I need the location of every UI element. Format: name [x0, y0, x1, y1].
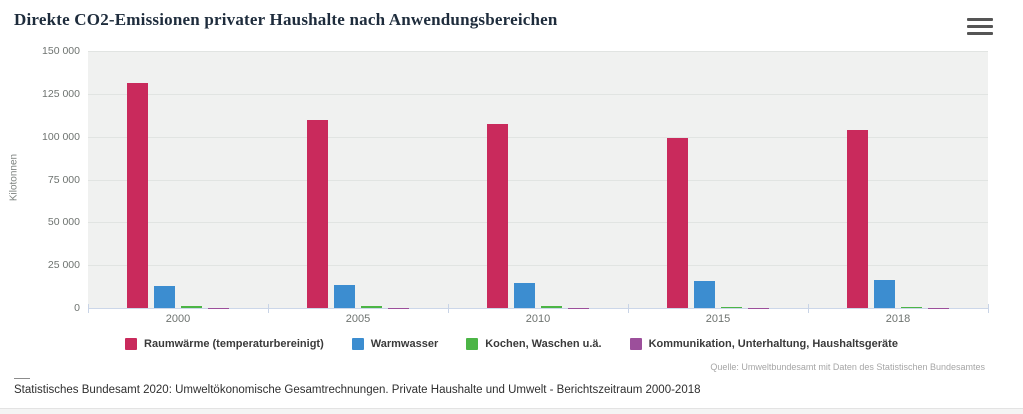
y-tick-label: 75 000 — [47, 174, 80, 186]
y-axis: 150 000 125 000 100 000 75 000 50 000 25 000 0 — [0, 45, 80, 314]
bar-2010-series-1[interactable] — [514, 283, 535, 308]
x-tick-mark — [628, 304, 629, 313]
bar-2015-series-2[interactable] — [721, 306, 742, 308]
gridline — [88, 137, 988, 138]
legend-item-raumwaerme[interactable]: Raumwärme (temperaturbereinigt) — [125, 338, 324, 350]
legend-item-kommunikation[interactable]: Kommunikation, Unterhaltung, Haushaltsge… — [629, 338, 898, 350]
bar-2005-series-0[interactable] — [307, 120, 328, 308]
legend-label: Kommunikation, Unterhaltung, Haushaltsge… — [648, 338, 898, 350]
bar-2000-series-2[interactable] — [181, 306, 202, 308]
bar-2000-series-1[interactable] — [154, 285, 175, 308]
x-tick-label-2015: 2015 — [705, 313, 731, 325]
gridline — [88, 222, 988, 223]
x-tick-mark — [808, 304, 809, 313]
legend-label: Warmwasser — [370, 338, 439, 350]
x-tick-label-2010: 2010 — [525, 313, 551, 325]
plot-area: 2000 2005 2010 2015 2018 — [88, 51, 989, 325]
legend-label: Raumwärme (temperaturbereinigt) — [144, 338, 324, 350]
hamburger-bar — [967, 25, 993, 28]
x-tick-label-2000: 2000 — [165, 313, 191, 325]
x-tick-mark — [88, 304, 89, 313]
hamburger-bar — [967, 32, 993, 35]
y-tick-label: 50 000 — [47, 216, 80, 228]
footer-citation: Statistisches Bundesamt 2020: Umweltökon… — [14, 384, 701, 396]
source-note: Quelle: Umweltbundesamt mit Daten des St… — [710, 362, 985, 372]
chart-title: Direkte CO2-Emissionen privater Haushalt… — [14, 10, 558, 29]
y-tick-label: 150 000 — [42, 45, 80, 57]
chart-legend: Raumwärme (temperaturbereinigt) Warmwass… — [0, 338, 1023, 350]
y-tick-label: 25 000 — [47, 259, 80, 271]
legend-item-kochen-waschen[interactable]: Kochen, Waschen u.ä. — [466, 338, 602, 350]
x-tick-mark — [988, 304, 989, 313]
bar-2000-series-0[interactable] — [127, 82, 148, 308]
x-tick-label-2018: 2018 — [885, 313, 911, 325]
x-tick-mark — [268, 304, 269, 313]
bar-2018-series-1[interactable] — [874, 279, 895, 308]
y-tick-label: 125 000 — [42, 88, 80, 100]
bar-2005-series-2[interactable] — [361, 306, 382, 308]
bottom-border — [0, 408, 1023, 414]
y-tick-label: 100 000 — [42, 131, 80, 143]
gridline — [88, 51, 988, 52]
bar-2015-series-1[interactable] — [694, 281, 715, 308]
legend-swatch-warmwasser — [351, 338, 364, 350]
x-tick-mark — [448, 304, 449, 313]
bar-2015-series-0[interactable] — [667, 137, 688, 308]
hamburger-bar — [967, 18, 993, 21]
legend-label: Kochen, Waschen u.ä. — [485, 338, 602, 350]
x-tick-label-2005: 2005 — [345, 313, 371, 325]
legend-swatch-kochen-waschen — [466, 338, 479, 350]
bar-2018-series-0[interactable] — [847, 129, 868, 308]
gridline — [88, 180, 988, 181]
gridline — [88, 94, 988, 95]
gridline — [88, 265, 988, 266]
bar-2018-series-2[interactable] — [901, 306, 922, 308]
legend-swatch-kommunikation — [629, 338, 642, 350]
legend-swatch-raumwaerme — [125, 338, 138, 350]
hamburger-menu-icon[interactable] — [967, 18, 993, 35]
bar-2010-series-2[interactable] — [541, 306, 562, 308]
footer-divider — [14, 378, 30, 379]
bar-2010-series-0[interactable] — [487, 123, 508, 308]
y-tick-label: 0 — [74, 302, 80, 314]
legend-item-warmwasser[interactable]: Warmwasser — [351, 338, 439, 350]
bar-2005-series-1[interactable] — [334, 285, 355, 308]
